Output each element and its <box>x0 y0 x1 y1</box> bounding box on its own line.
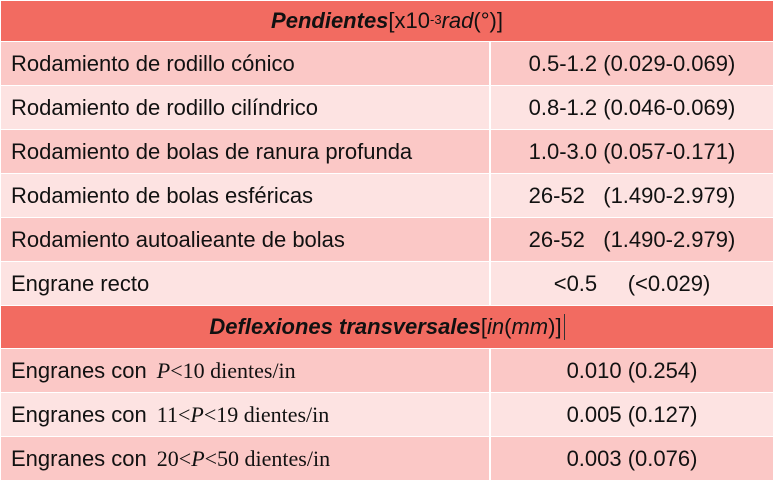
row-value: 0.8-1.2 (0.046-0.069) <box>528 94 736 120</box>
row-label: Rodamiento de rodillo cónico <box>1 42 491 85</box>
math-suffix: <10 dientes/in <box>170 357 296 383</box>
text-cursor <box>563 314 565 340</box>
table-row: Rodamiento de rodillo cilíndrico 0.8-1.2… <box>1 86 773 130</box>
math-variable: P <box>191 445 205 471</box>
header-deflexiones-bracket-open: [ <box>480 314 488 339</box>
row-label: Rodamiento de rodillo cilíndrico <box>1 86 491 129</box>
header-deflexiones-paren-open: ( <box>504 314 512 339</box>
math-variable: P <box>190 401 204 427</box>
header-pendientes-unit: rad <box>441 8 474 33</box>
header-pendientes-title: Pendientes <box>271 8 389 33</box>
table-row: Rodamiento autoalieante de bolas 26-52 (… <box>1 218 773 262</box>
math-prefix: 20< <box>156 445 192 471</box>
table-row: Engranes con 11<P<19 dientes/in 0.005 (0… <box>1 393 773 437</box>
table-row: Rodamiento de bolas de ranura profunda 1… <box>1 130 773 174</box>
row-value: 0.5-1.2 (0.029-0.069) <box>528 50 736 76</box>
row-label: Engrane recto <box>1 262 491 305</box>
math-variable: P <box>156 357 171 383</box>
row-value: 1.0-3.0 (0.057-0.171) <box>528 138 736 164</box>
header-pendientes-prefix: [x10 <box>388 8 431 33</box>
table-row: Rodamiento de bolas esféricas 26-52 (1.4… <box>1 174 773 218</box>
row-value: 0.003 (0.076) <box>566 445 698 471</box>
row-label: Engranes con 20<P<50 dientes/in <box>1 437 491 480</box>
row-label-text: Engranes con <box>11 357 147 383</box>
header-deflexiones-title: Deflexiones transversales <box>209 314 481 339</box>
row-label: Engranes con P<10 dientes/in <box>1 349 491 392</box>
math-suffix: <19 dientes/in <box>203 401 330 427</box>
math-prefix: 11< <box>156 401 191 427</box>
row-label-text: Engranes con <box>11 445 147 471</box>
table-row: Rodamiento de rodillo cónico 0.5-1.2 (0.… <box>1 42 773 86</box>
row-math: 11<P<19 dientes/in <box>157 402 330 428</box>
math-suffix: <50 dientes/in <box>204 445 331 471</box>
row-value: <0.5 (<0.029) <box>553 270 711 296</box>
header-deflexiones: Deflexiones transversales [ in ( mm )] <box>1 306 773 349</box>
row-label: Rodamiento de bolas esféricas <box>1 174 491 217</box>
table-row: Engranes con P<10 dientes/in 0.010 (0.25… <box>1 349 773 393</box>
row-math: 20<P<50 dientes/in <box>157 446 330 472</box>
row-label: Engranes con 11<P<19 dientes/in <box>1 393 491 436</box>
header-pendientes-exponent: -3 <box>430 11 442 27</box>
table-row: Engrane recto <0.5 (<0.029) <box>1 262 773 306</box>
header-deflexiones-unit-mm: mm <box>511 314 549 339</box>
header-pendientes: Pendientes [x10 -3 rad (°)] <box>1 1 773 42</box>
table-row: Engranes con 20<P<50 dientes/in 0.003 (0… <box>1 437 773 481</box>
header-deflexiones-suffix: )] <box>548 314 562 339</box>
row-value: 0.010 (0.254) <box>566 357 698 383</box>
row-label-text: Engranes con <box>11 401 147 427</box>
row-label: Rodamiento autoalieante de bolas <box>1 218 491 261</box>
row-value: 0.005 (0.127) <box>566 401 698 427</box>
header-deflexiones-unit-in: in <box>487 314 505 339</box>
row-value: 26-52 (1.490-2.979) <box>528 226 736 252</box>
row-value: 26-52 (1.490-2.979) <box>528 182 736 208</box>
header-pendientes-suffix: (°)] <box>473 8 503 33</box>
row-math: P<10 dientes/in <box>157 358 296 384</box>
row-label: Rodamiento de bolas de ranura profunda <box>1 130 491 173</box>
